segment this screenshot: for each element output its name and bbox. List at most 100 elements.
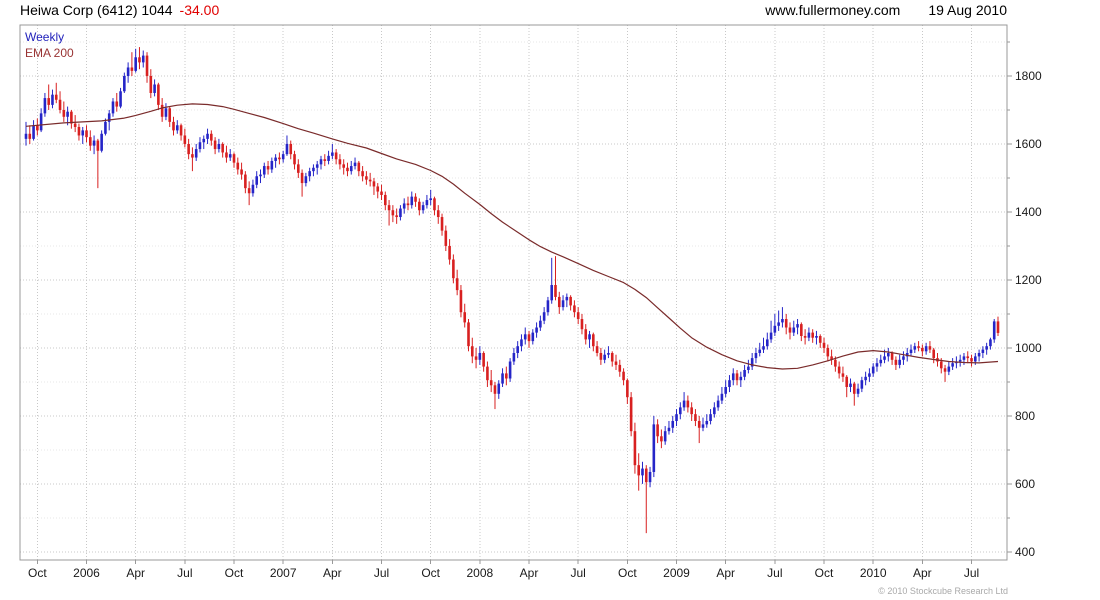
candle-body [603,354,606,360]
x-axis-label: Oct [815,566,834,580]
candle-body [236,162,240,170]
candle-body [81,130,85,136]
candle-body [777,322,780,326]
x-axis-label: 2008 [467,566,494,580]
candle-body [720,393,724,401]
candle-body [542,312,546,321]
candle-body [338,159,342,165]
candle-body [274,157,277,161]
candle-body [206,133,209,139]
candle-body [686,400,690,408]
x-axis-label: Jul [767,566,782,580]
candle-body [512,353,516,362]
y-axis-label: 1600 [1015,137,1042,151]
candle-body [463,312,467,323]
candle-body [361,171,364,177]
candle-body [818,336,822,343]
candle-body [334,152,338,160]
candle-body [372,181,376,187]
candle-body [576,312,580,320]
x-axis-label: 2009 [663,566,690,580]
candle-body [497,383,501,394]
candle-body [414,196,417,202]
candle-body [939,361,943,369]
candle-body [671,420,675,428]
candle-body [573,305,576,313]
candle-body [592,334,595,347]
candle-body [210,133,213,141]
candle-body [43,98,47,114]
copyright-notice: © 2010 Stockcube Research Ltd [878,586,1008,596]
candle-body [24,133,28,139]
candle-body [811,332,814,338]
candle-body [883,356,886,360]
candle-body [966,356,970,359]
candle-body [266,166,270,170]
candle-body [656,424,659,437]
ema200-line [25,103,999,370]
candle-body [970,358,973,362]
candle-body [187,143,190,155]
candle-body [300,172,304,184]
x-axis-label: Oct [225,566,244,580]
candle-body [153,84,156,93]
candle-body [429,198,432,201]
candle-body [985,346,988,350]
candle-body [864,376,867,381]
candle-body [395,215,398,218]
candle-body [107,113,111,122]
candle-body [262,166,266,175]
candle-body [157,84,160,105]
candle-body [47,98,50,105]
candle-body [353,162,357,167]
candle-body [85,130,88,138]
candle-body [860,380,864,389]
candle-body [278,157,281,160]
candle-body [588,334,591,340]
candle-body [981,349,985,354]
candle-body [758,349,762,354]
candle-body [977,353,981,357]
candle-body [913,346,917,350]
candle-body [145,55,149,76]
candle-body [478,353,482,360]
plot-border [19,24,1008,561]
x-axis-label: Apr [323,566,342,580]
candle-body [315,164,319,168]
candle-body [569,296,572,306]
candle-body [141,55,145,63]
x-axis-label: Jul [374,566,389,580]
x-axis-label: Apr [520,566,539,580]
candle-body [281,154,285,160]
y-axis-label: 600 [1015,477,1035,491]
candle-body [705,420,709,425]
candle-body [852,383,856,394]
candle-body [376,186,380,192]
candle-body [77,126,81,136]
candle-body [879,359,883,364]
candle-body [731,373,735,381]
candle-body [845,376,849,387]
candle-body [679,407,682,415]
candle-body [172,121,175,131]
price-change: -34.00 [179,2,220,18]
candle-body [221,143,224,153]
candle-body [418,201,421,211]
candle-body [520,339,523,347]
candle-body [539,320,542,328]
candle-body [894,359,898,365]
candle-body [459,290,463,313]
candle-body [663,431,667,442]
candle-body [667,427,671,432]
candle-body [921,347,924,352]
candle-body [54,94,58,100]
candle-body [138,57,141,63]
candle-body [425,200,429,206]
candle-body [346,167,349,172]
candle-body [244,174,247,189]
chart-legend: Weekly EMA 200 [25,29,74,61]
candle-body [974,356,977,362]
candle-body [183,135,187,144]
candle-body [198,142,202,150]
candle-body [100,133,103,151]
